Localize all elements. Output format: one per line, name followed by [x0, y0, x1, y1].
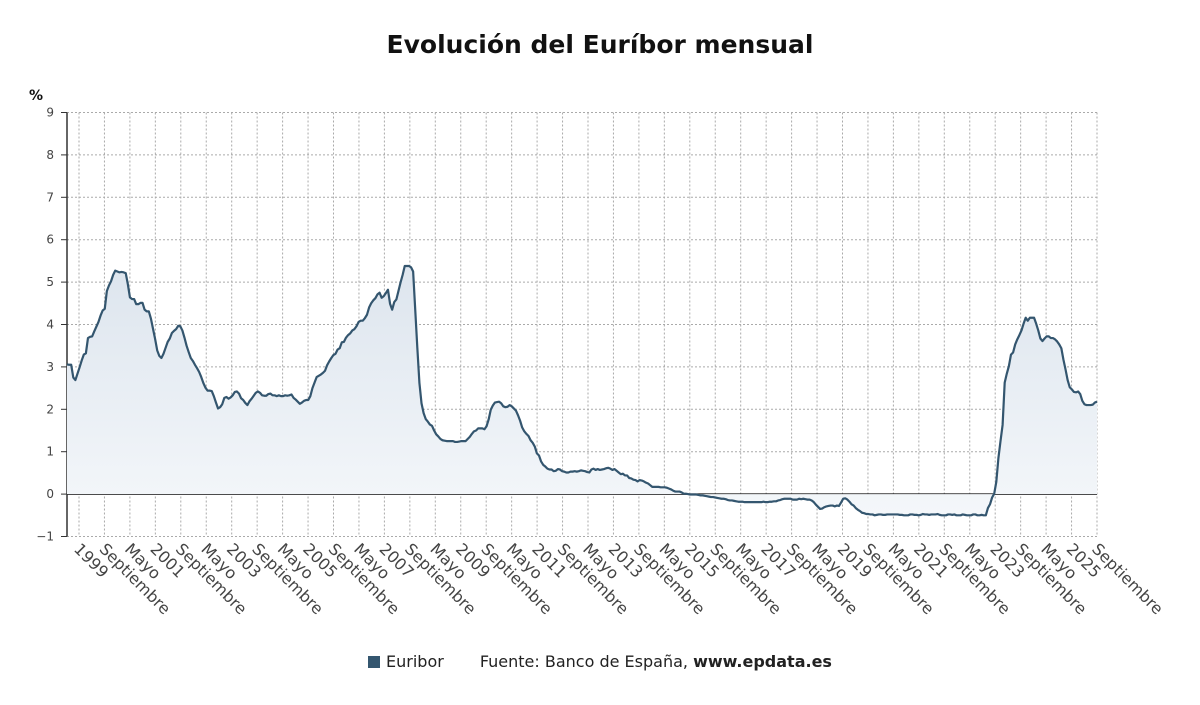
tick-labels: −101234567891999SeptiembreMayo2001Septie…	[29, 88, 1167, 618]
chart-title: Evolución del Euríbor mensual	[386, 30, 814, 59]
source-url[interactable]: www.epdata.es	[693, 652, 832, 671]
legend-label: Euribor	[386, 652, 444, 671]
y-tick-label: −1	[36, 530, 54, 544]
source-text: Fuente: Banco de España,	[479, 652, 688, 671]
y-axis-label: %	[29, 88, 43, 104]
y-tick-label: 7	[46, 190, 54, 204]
legend-swatch	[368, 656, 381, 668]
y-tick-label: 4	[46, 318, 54, 332]
series-euribor	[66, 264, 1098, 517]
chart-footer: Euribor Fuente: Banco de España, www.epda…	[0, 652, 1200, 671]
series-area	[67, 265, 1097, 516]
y-tick-label: 6	[46, 233, 54, 247]
y-tick-label: 2	[46, 402, 54, 416]
y-tick-label: 1	[46, 445, 54, 459]
series-line	[66, 264, 1098, 517]
x-tick-label: Septiembre	[1088, 539, 1167, 618]
y-tick-label: 5	[46, 275, 54, 289]
y-tick-label: 3	[46, 360, 54, 374]
y-tick-label: 9	[46, 106, 54, 120]
y-tick-label: 8	[46, 148, 54, 162]
y-tick-label: 0	[46, 487, 54, 501]
